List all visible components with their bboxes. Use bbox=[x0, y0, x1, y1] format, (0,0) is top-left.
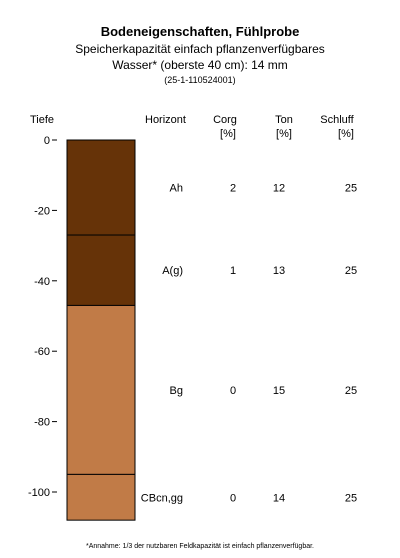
chart-subtitle-line1: Speicherkapazität einfach pflanzenverfüg… bbox=[75, 42, 325, 56]
corg-unit: [%] bbox=[220, 128, 236, 140]
corg-header: Corg bbox=[213, 114, 237, 126]
y-tick-label: -40 bbox=[34, 276, 50, 288]
clay-unit: [%] bbox=[276, 128, 292, 140]
soil-layer bbox=[66, 304, 136, 475]
horizon-label: Bg bbox=[170, 385, 183, 397]
horizon-header: Horizont bbox=[145, 114, 186, 126]
silt-value: 25 bbox=[345, 265, 357, 277]
layer-values: Ah 2 12 25 A(g) 1 13 25 Bg 0 15 25 CBcn,gg 0 14 25 bbox=[141, 183, 357, 505]
footnote: *Annahme: 1/3 der nutzbaren Feldkapazitä… bbox=[85, 543, 315, 550]
soil-layer bbox=[66, 234, 136, 306]
silt-value: 25 bbox=[345, 183, 357, 195]
soil-layer bbox=[66, 473, 136, 521]
corg-value: 1 bbox=[230, 265, 236, 277]
horizon-label: A(g) bbox=[162, 265, 183, 277]
silt-unit: [%] bbox=[338, 128, 354, 140]
y-axis: 0 -20 -40 -60 -80 -100 bbox=[28, 135, 57, 499]
corg-value: 0 bbox=[230, 492, 236, 504]
chart-title: Bodeneigenschaften, Fühlprobe bbox=[100, 24, 300, 39]
depth-header: Tiefe bbox=[30, 114, 54, 126]
clay-value: 12 bbox=[273, 183, 285, 195]
corg-value: 0 bbox=[230, 385, 236, 397]
y-tick-label: -20 bbox=[34, 205, 50, 217]
y-tick-label: -60 bbox=[34, 346, 50, 358]
clay-value: 14 bbox=[273, 492, 285, 504]
clay-value: 15 bbox=[273, 385, 285, 397]
horizon-label: Ah bbox=[170, 183, 183, 195]
y-tick-label: 0 bbox=[44, 135, 50, 147]
corg-value: 2 bbox=[230, 183, 236, 195]
silt-value: 25 bbox=[345, 385, 357, 397]
chart-subtitle-line2: Wasser* (oberste 40 cm): 14 mm bbox=[112, 58, 288, 72]
clay-header: Ton bbox=[275, 114, 293, 126]
sample-id: (25-1-110524001) bbox=[164, 75, 236, 85]
silt-value: 25 bbox=[345, 492, 357, 504]
soil-layers bbox=[66, 139, 136, 521]
soil-layer bbox=[66, 139, 136, 236]
clay-value: 13 bbox=[273, 265, 285, 277]
horizon-label: CBcn,gg bbox=[141, 492, 183, 504]
silt-header: Schluff bbox=[320, 114, 354, 126]
y-tick-label: -80 bbox=[34, 417, 50, 429]
y-tick-label: -100 bbox=[28, 487, 50, 499]
